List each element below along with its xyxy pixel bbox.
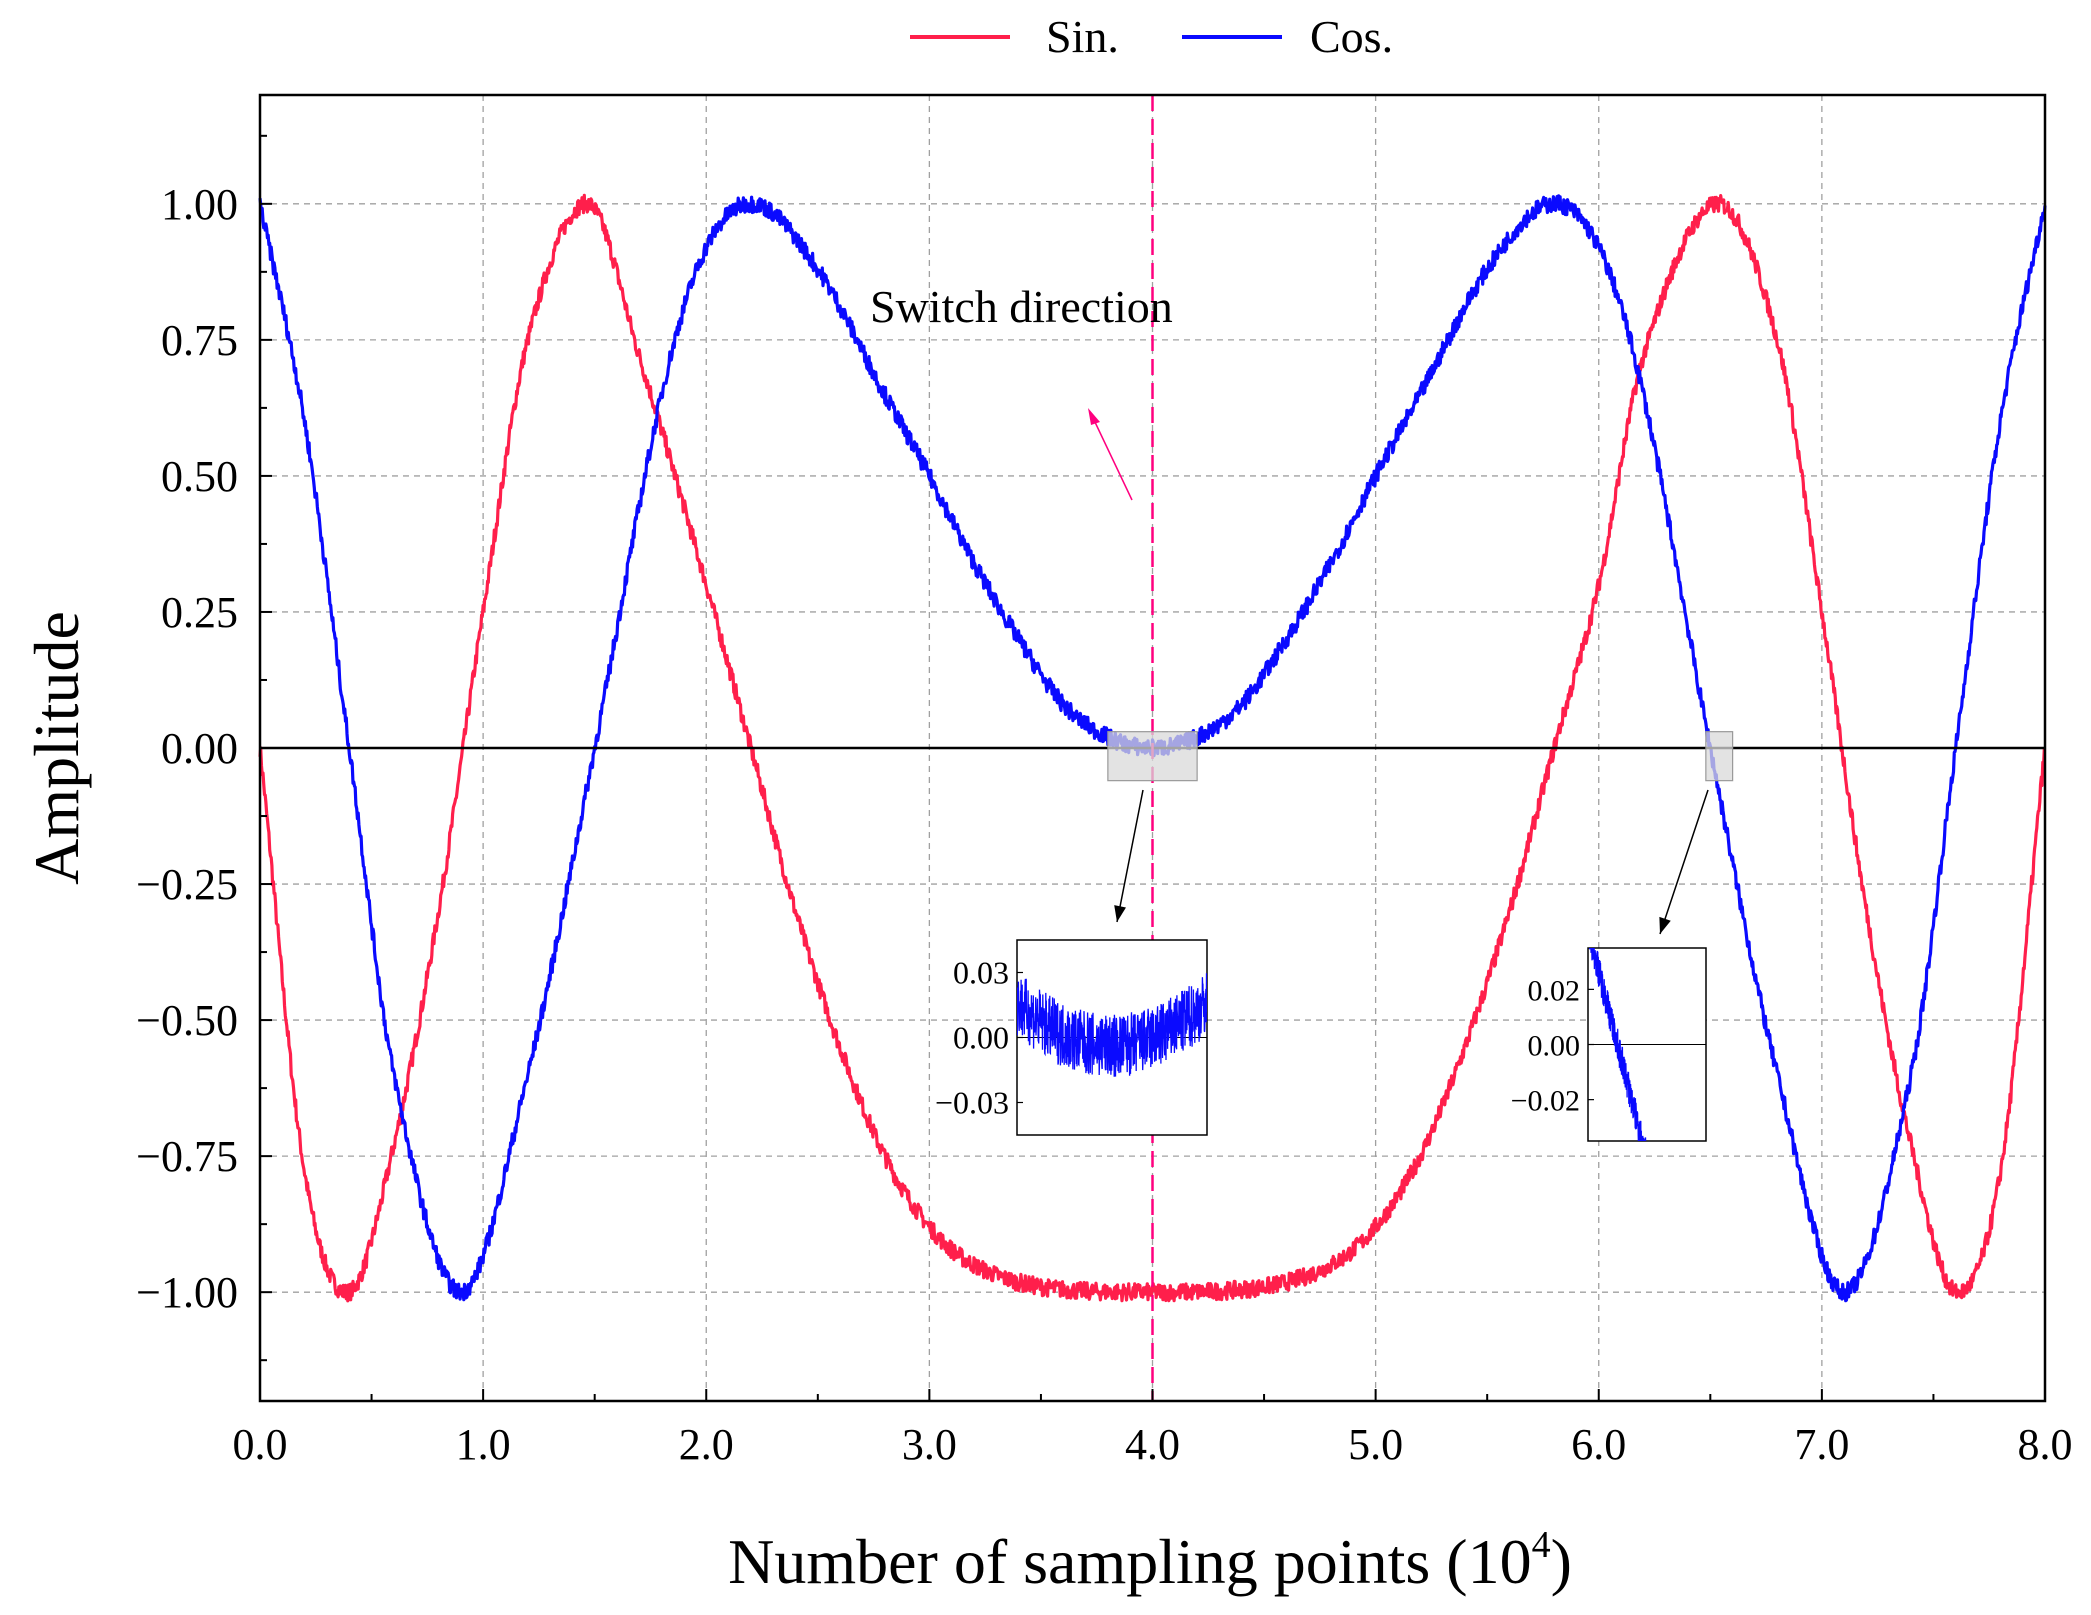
y-tick-label: 0.00 [161, 724, 238, 773]
insets: 0.03 0.00 −0.03 0.02 0.00 −0.02 [935, 731, 1734, 1142]
inset-switch-connector [1116, 789, 1144, 923]
inset-crossing-y-tick-label: −0.02 [1511, 1085, 1580, 1118]
x-axis-label-main: Number of sampling points (10 [728, 1526, 1531, 1597]
y-tick-label: 1.00 [161, 180, 238, 229]
inset-switch-y-tick-label: 0.03 [953, 955, 1009, 991]
inset-crossing-series-line [1589, 948, 1647, 1141]
inset-switch-source-box [1107, 731, 1198, 782]
legend-cos-label: Cos. [1310, 11, 1393, 62]
switch-arrow [1088, 408, 1133, 501]
axes: 0.0 1.0 2.0 3.0 4.0 5.0 6.0 7.0 8.0 1.00 0.75 0.50 0… [136, 134, 2073, 1469]
y-axis-label: Amplitude [21, 611, 92, 885]
x-tick-label: 5.0 [1348, 1420, 1403, 1469]
inset-crossing-y-tick-label: 0.02 [1528, 974, 1581, 1007]
x-tick-label: 2.0 [679, 1420, 734, 1469]
inset-switch-y-tick-label: −0.03 [935, 1085, 1009, 1121]
y-tick-label: −0.75 [136, 1132, 238, 1181]
inset-crossing-connector [1659, 789, 1709, 935]
y-tick-label: −0.50 [136, 996, 238, 1045]
y-tick-label: 0.75 [161, 316, 238, 365]
x-tick-label: 6.0 [1571, 1420, 1626, 1469]
inset-switch: 0.03 0.00 −0.03 [935, 731, 1208, 1136]
x-tick-label: 7.0 [1794, 1420, 1849, 1469]
x-axis-label-exponent: 4 [1532, 1524, 1551, 1566]
inset-switch-arrowhead [1114, 905, 1126, 922]
inset-switch-y-tick-label: 0.00 [953, 1020, 1009, 1056]
x-tick-label: 0.0 [233, 1420, 288, 1469]
legend: Sin. Cos. [910, 11, 1393, 62]
inset-crossing: 0.02 0.00 −0.02 [1511, 731, 1734, 1142]
y-tick-label: 0.50 [161, 452, 238, 501]
x-tick-label: 4.0 [1125, 1420, 1180, 1469]
inset-switch-series-line [1017, 973, 1207, 1077]
x-axis-label-close: ) [1551, 1526, 1572, 1597]
switch-direction-label: Switch direction [870, 281, 1173, 332]
x-tick-label: 8.0 [2018, 1420, 2073, 1469]
x-tick-label: 3.0 [902, 1420, 957, 1469]
inset-crossing-y-tick-label: 0.00 [1528, 1030, 1581, 1063]
inset-crossing-source-box [1705, 731, 1734, 782]
y-tick-label: −0.25 [136, 860, 238, 909]
y-tick-label: 0.25 [161, 588, 238, 637]
legend-sin-label: Sin. [1046, 11, 1119, 62]
inset-crossing-arrowhead [1659, 916, 1671, 934]
y-tick-label: −1.00 [136, 1268, 238, 1317]
x-axis-label: Number of sampling points (104) [728, 1524, 1572, 1597]
x-tick-label: 1.0 [456, 1420, 511, 1469]
